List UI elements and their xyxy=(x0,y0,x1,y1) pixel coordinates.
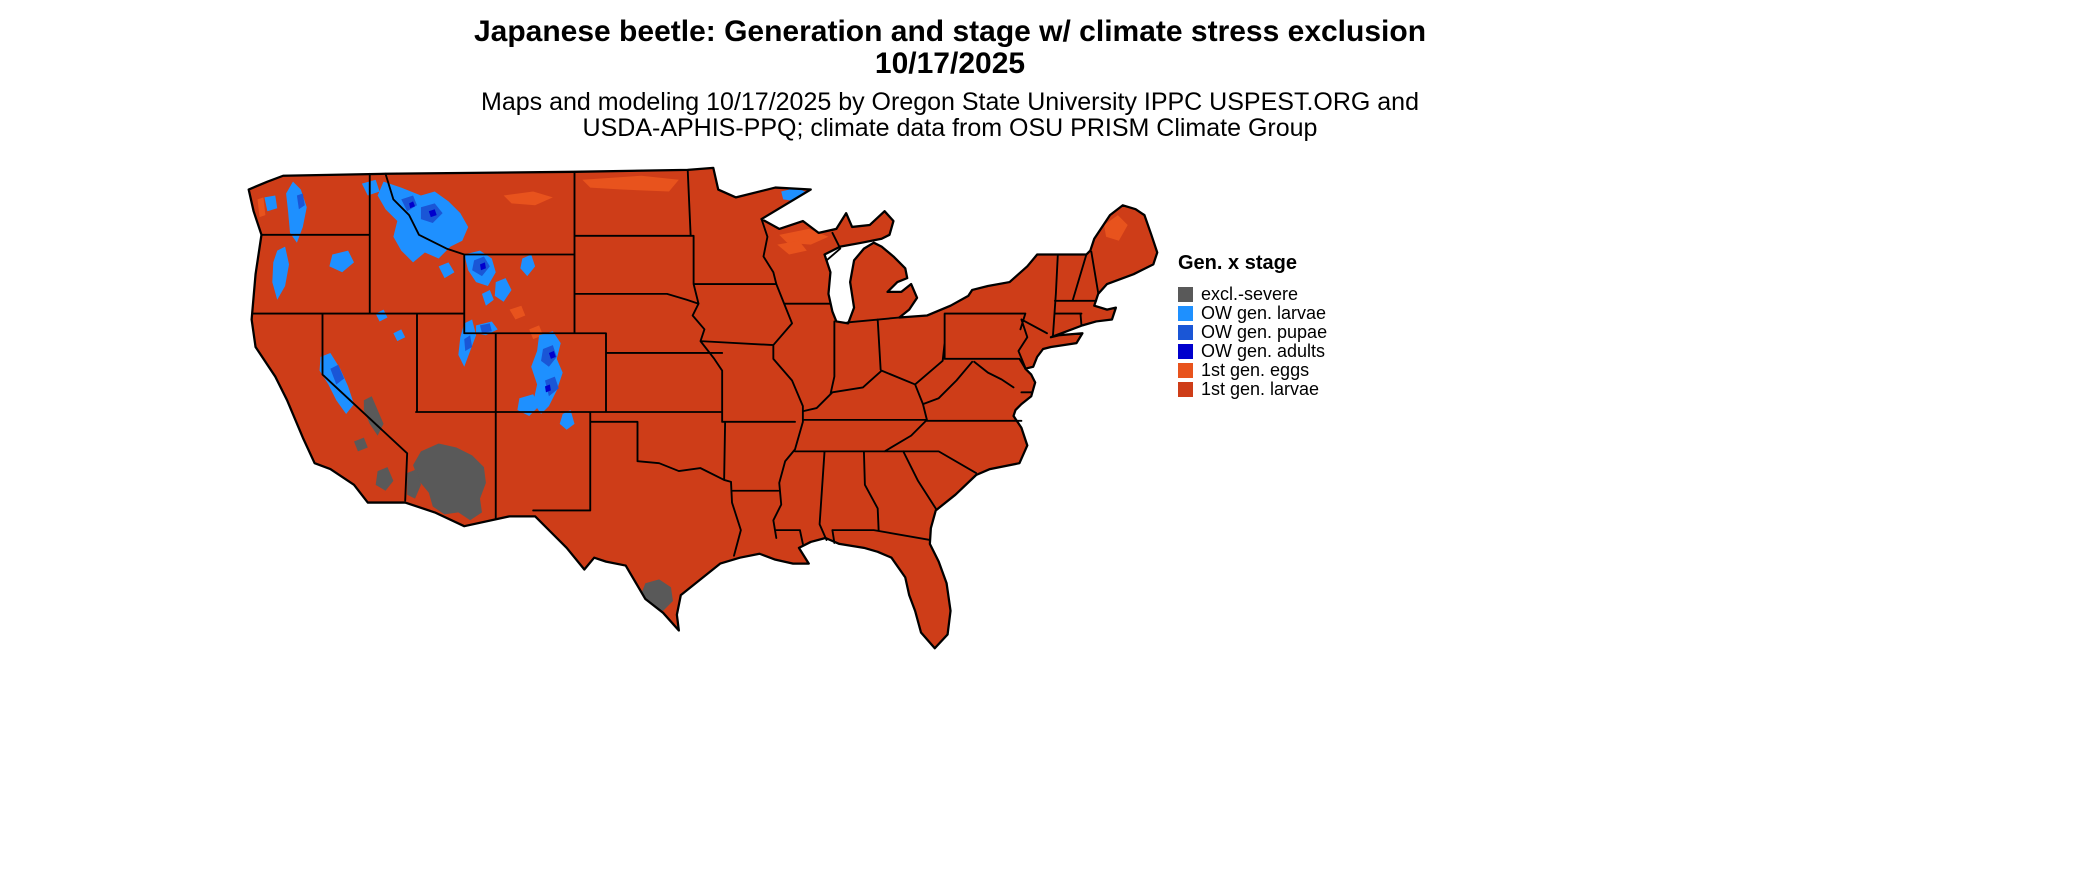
state-borders xyxy=(251,168,1100,557)
title-line-1: Japanese beetle: Generation and stage w/… xyxy=(473,15,1427,48)
map-attribution: Maps and modeling 10/17/2025 by Oregon S… xyxy=(0,89,1900,141)
legend-title: Gen. x stage xyxy=(1178,252,1297,274)
region-ow-gen-larvae xyxy=(264,179,809,430)
legend-item-1st-gen-larvae: 1st gen. larvae xyxy=(1178,380,1408,399)
swatch-1st-gen-larvae xyxy=(1178,382,1193,397)
legend-label: OW gen. larvae xyxy=(1201,303,1327,323)
us-outline xyxy=(247,166,1159,650)
region-ow-gen-adults xyxy=(409,201,556,393)
class-overlays xyxy=(257,175,1128,611)
swatch-ow-gen-pupae xyxy=(1178,325,1193,340)
swatch-ow-gen-larvae xyxy=(1178,306,1193,321)
us-map xyxy=(228,156,1173,668)
legend-label: excl.-severe xyxy=(1201,284,1299,304)
legend-label: 1st gen. larvae xyxy=(1201,379,1320,399)
legend-item-1st-gen-eggs: 1st gen. eggs xyxy=(1178,361,1408,380)
legend-item-ow-gen-pupae: OW gen. pupae xyxy=(1178,323,1408,342)
attribution-line-1: Maps and modeling 10/17/2025 by Oregon S… xyxy=(481,88,1419,116)
attribution-line-2: USDA-APHIS-PPQ; climate data from OSU PR… xyxy=(582,114,1318,142)
legend-label: OW gen. adults xyxy=(1201,341,1326,361)
title-date: 10/17/2025 xyxy=(874,47,1026,80)
legend-label: 1st gen. eggs xyxy=(1201,360,1310,380)
us-map-svg xyxy=(247,166,1159,650)
swatch-excl-severe xyxy=(1178,287,1193,302)
map-title: Japanese beetle: Generation and stage w/… xyxy=(0,16,1900,79)
legend-item-ow-gen-adults: OW gen. adults xyxy=(1178,342,1408,361)
swatch-ow-gen-adults xyxy=(1178,344,1193,359)
legend: Gen. x stage excl.-severe OW gen. larvae… xyxy=(1178,252,1408,399)
swatch-1st-gen-eggs xyxy=(1178,363,1193,378)
region-1st-gen-eggs xyxy=(257,175,1128,340)
legend-label: OW gen. pupae xyxy=(1201,322,1328,342)
legend-item-ow-gen-larvae: OW gen. larvae xyxy=(1178,304,1408,323)
legend-item-excl-severe: excl.-severe xyxy=(1178,285,1408,304)
